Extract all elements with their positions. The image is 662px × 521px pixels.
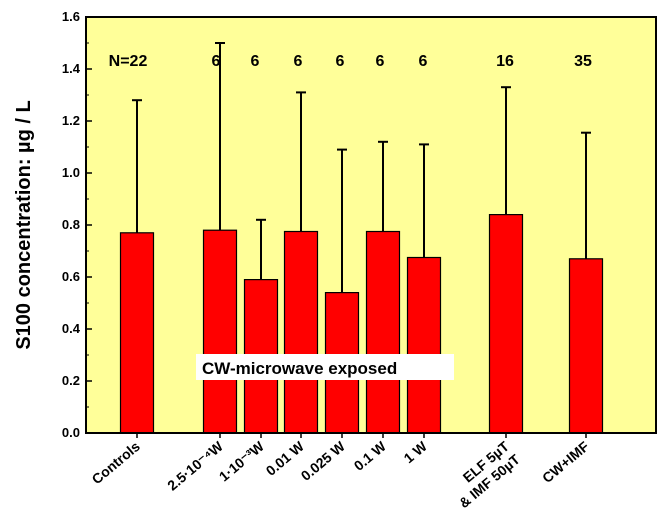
bar-3: [283, 230, 319, 434]
y-tick-label-1: 0.2: [62, 373, 80, 388]
error-bars-group: [132, 42, 591, 293]
x-tick-label-line: 1 W: [401, 438, 431, 467]
x-tick-label-line: 0.025 W: [298, 438, 349, 484]
bar-6: [406, 256, 442, 434]
x-tick-label-line: 0.1 W: [351, 438, 390, 474]
x-tick-label-line: 2.5·10⁻⁴W: [164, 438, 226, 494]
n-label-1: 6: [212, 53, 221, 70]
y-tick-label-0: 0.0: [62, 425, 80, 440]
y-tick-label-8: 1.6: [62, 9, 80, 24]
y-tick-label-2: 0.4: [62, 321, 81, 336]
y-tick-label-3: 0.6: [62, 269, 80, 284]
bar-0: [119, 232, 155, 434]
annotation-box: [196, 354, 454, 380]
x-tick-label-7: ELF 5µT& IMF 50µT: [445, 438, 523, 511]
x-tick-label-line: 1·10⁻³W: [216, 438, 268, 485]
bar-1: [202, 229, 238, 434]
bar-8: [568, 258, 604, 434]
sample-size-labels: N=22 6 6 6 6 6 6 16 35: [109, 53, 592, 70]
x-tick-label-8: CW+IMF: [539, 438, 592, 486]
annotation-label: CW-microwave exposed: [202, 359, 397, 378]
bar-7: [488, 214, 524, 434]
x-tick-label-line: Controls: [89, 438, 144, 487]
y-tick-label-4: 0.8: [62, 217, 80, 232]
x-tick-label-4: 0.025 W: [298, 438, 349, 484]
n-label-3: 6: [294, 53, 303, 70]
y-tick-label-7: 1.4: [62, 61, 81, 76]
y-tick-label-6: 1.2: [62, 113, 80, 128]
n-label-2: 6: [251, 53, 260, 70]
n-label-6: 6: [419, 53, 428, 70]
x-tick-label-5: 0.1 W: [351, 438, 390, 474]
y-axis-label: S100 concentration: µg / L: [13, 100, 35, 349]
n-label-0: N=22: [109, 53, 148, 70]
y-axis: 0.0 0.2 0.4 0.6 0.8 1.0 1.2 1.4 1.6: [62, 9, 92, 440]
n-label-7: 16: [496, 53, 514, 70]
y-tick-label-5: 1.0: [62, 165, 80, 180]
x-tick-label-1: 2.5·10⁻⁴W: [164, 438, 226, 494]
n-label-8: 35: [574, 53, 592, 70]
x-tick-label-6: 1 W: [401, 438, 431, 467]
n-label-4: 6: [336, 53, 345, 70]
x-tick-label-line: CW+IMF: [539, 438, 592, 486]
x-axis: Controls 2.5·10⁻⁴W1·10⁻³W0.01 W0.025 W 0.1…: [89, 433, 592, 511]
bar-5: [365, 230, 401, 434]
x-tick-label-0: Controls: [89, 438, 144, 487]
n-label-5: 6: [376, 53, 385, 70]
x-tick-label-2: 1·10⁻³W: [216, 438, 268, 485]
